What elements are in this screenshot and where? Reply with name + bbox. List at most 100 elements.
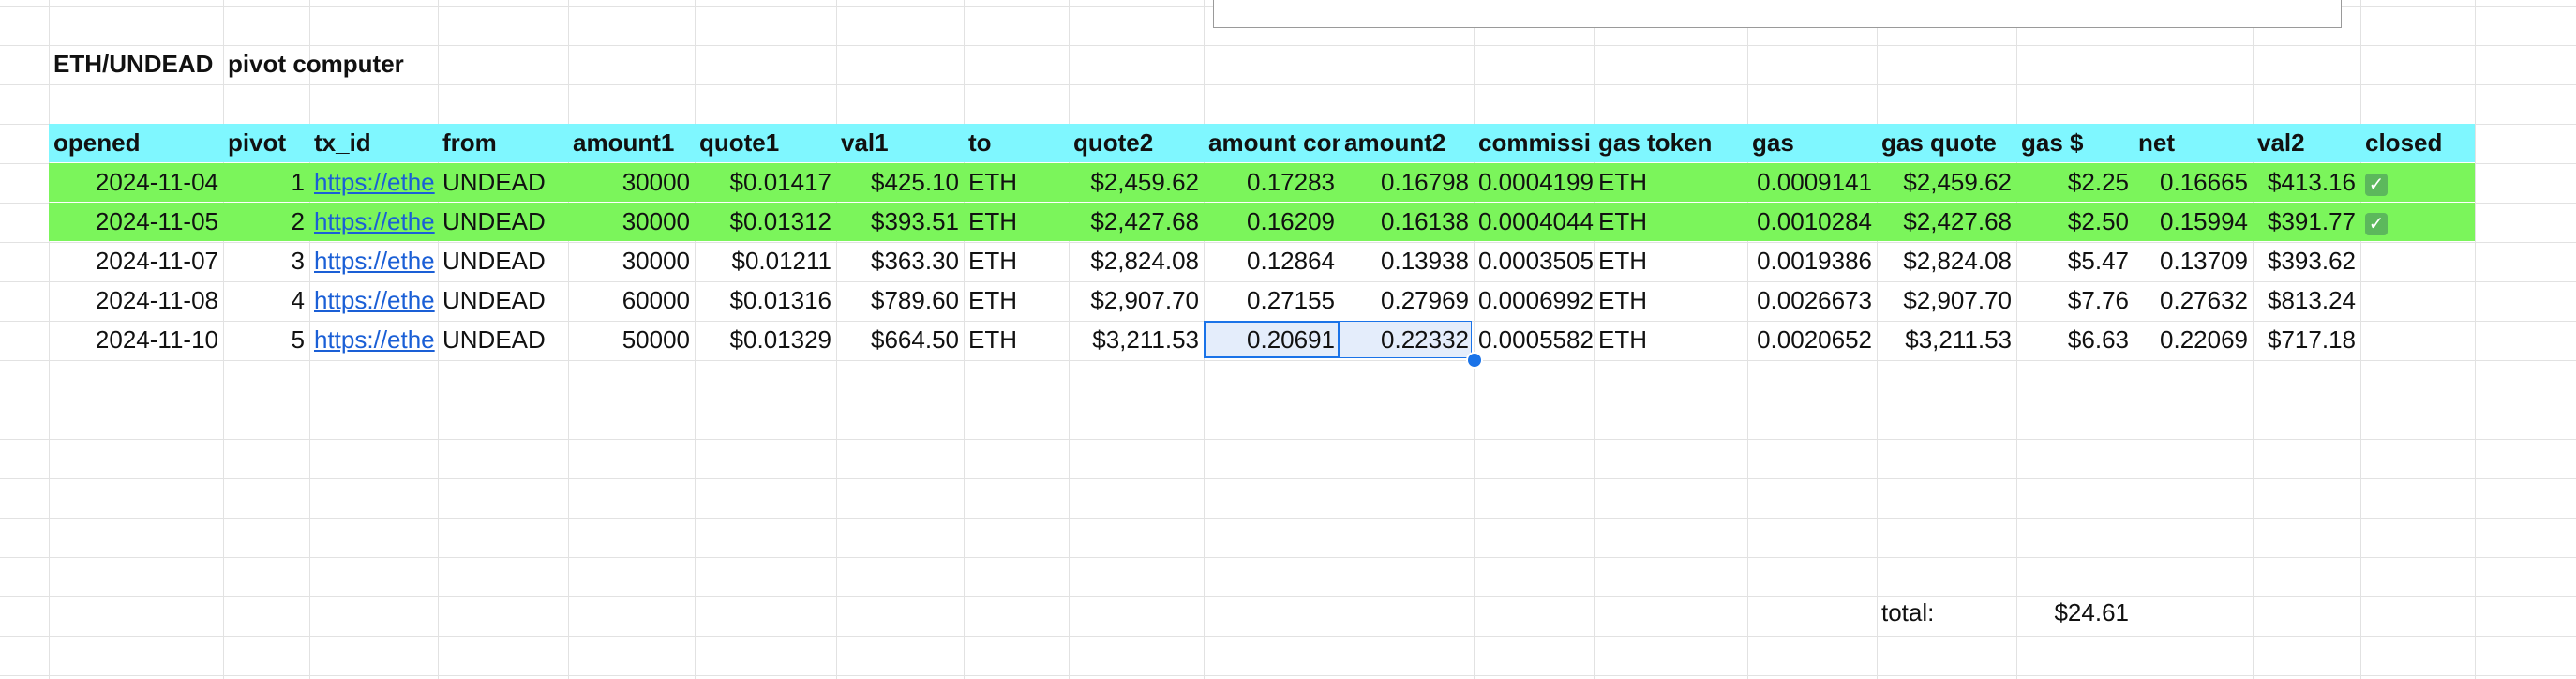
cell-val2[interactable]: $391.77	[2268, 207, 2356, 235]
total-value[interactable]: $24.61	[2054, 598, 2129, 626]
cell-to[interactable]: ETH	[968, 247, 1017, 275]
cell-amount1[interactable]: 60000	[622, 286, 690, 314]
cell-gas-quote[interactable]: $2,824.08	[1903, 247, 2012, 275]
cell-gas-usd[interactable]: $2.50	[2067, 207, 2129, 235]
cell-val2[interactable]: $813.24	[2268, 286, 2356, 314]
cell-from[interactable]: UNDEAD	[442, 286, 546, 314]
header-pivot[interactable]: pivot	[228, 128, 287, 157]
header-amount2[interactable]: amount2	[1344, 128, 1446, 157]
header-gas-usd[interactable]: gas $	[2021, 128, 2084, 157]
cell-commission[interactable]: 0.0006992	[1478, 286, 1594, 314]
header-gas-token[interactable]: gas token	[1598, 128, 1713, 157]
cell-val1[interactable]: $664.50	[871, 325, 959, 354]
cell-gas-quote[interactable]: $3,211.53	[1905, 325, 2012, 354]
cell-amount2[interactable]: 0.13938	[1381, 247, 1469, 275]
cell-commission[interactable]: 0.0005582	[1478, 325, 1594, 354]
header-quote2[interactable]: quote2	[1073, 128, 1154, 157]
cell-gas-token[interactable]: ETH	[1598, 286, 1647, 314]
cell-opened[interactable]: 2024-11-05	[95, 207, 218, 235]
cell-net[interactable]: 0.13709	[2160, 247, 2248, 275]
header-from[interactable]: from	[442, 128, 497, 157]
cell-quote2[interactable]: $2,824.08	[1090, 247, 1199, 275]
cell-val2[interactable]: $413.16	[2268, 168, 2356, 196]
cell-gas-quote[interactable]: $2,907.70	[1903, 286, 2012, 314]
cell-gas[interactable]: 0.0026673	[1757, 286, 1872, 314]
cell-gas-token[interactable]: ETH	[1598, 168, 1647, 196]
header-val2[interactable]: val2	[2257, 128, 2305, 157]
cell-gas-usd[interactable]: $5.47	[2067, 247, 2129, 275]
cell-amount2[interactable]: 0.22332	[1381, 325, 1469, 354]
cell-tx-id[interactable]: https://ethe	[314, 286, 435, 314]
cell-tx-id[interactable]: https://ethe	[314, 207, 435, 235]
cell-quote1[interactable]: $0.01312	[729, 207, 831, 235]
cell-gas-token[interactable]: ETH	[1598, 247, 1647, 275]
cell-net[interactable]: 0.22069	[2160, 325, 2248, 354]
cell-val2[interactable]: $393.62	[2268, 247, 2356, 275]
cell-quote2[interactable]: $3,211.53	[1092, 325, 1199, 354]
header-val1[interactable]: val1	[841, 128, 889, 157]
sheet-title-pair[interactable]: ETH/UNDEAD	[53, 50, 214, 78]
cell-from[interactable]: UNDEAD	[442, 325, 546, 354]
header-amount1[interactable]: amount1	[573, 128, 675, 157]
sheet-title-name[interactable]: pivot computer	[228, 50, 404, 78]
cell-amount1[interactable]: 30000	[622, 168, 690, 196]
cell-net[interactable]: 0.15994	[2160, 207, 2248, 235]
cell-quote2[interactable]: $2,427.68	[1090, 207, 1199, 235]
cell-to[interactable]: ETH	[968, 207, 1017, 235]
fill-handle[interactable]	[1466, 352, 1483, 369]
header-net[interactable]: net	[2138, 128, 2175, 157]
cell-gas-quote[interactable]: $2,427.68	[1903, 207, 2012, 235]
cell-amount-con[interactable]: 0.16209	[1247, 207, 1335, 235]
cell-commission[interactable]: 0.0003505	[1478, 247, 1594, 275]
cell-val1[interactable]: $363.30	[871, 247, 959, 275]
cell-tx-id[interactable]: https://ethe	[314, 325, 435, 354]
cell-gas-token[interactable]: ETH	[1598, 325, 1647, 354]
cell-amount1[interactable]: 50000	[622, 325, 690, 354]
cell-amount2[interactable]: 0.27969	[1381, 286, 1469, 314]
cell-gas-quote[interactable]: $2,459.62	[1903, 168, 2012, 196]
cell-opened[interactable]: 2024-11-08	[95, 286, 218, 314]
cell-from[interactable]: UNDEAD	[442, 247, 546, 275]
cell-amount2[interactable]: 0.16798	[1381, 168, 1469, 196]
header-commission[interactable]: commissi	[1478, 128, 1591, 157]
cell-quote1[interactable]: $0.01329	[729, 325, 831, 354]
cell-amount-con[interactable]: 0.27155	[1247, 286, 1335, 314]
cell-tx-id[interactable]: https://ethe	[314, 168, 435, 196]
cell-tx-id[interactable]: https://ethe	[314, 247, 435, 275]
header-gas[interactable]: gas	[1752, 128, 1794, 157]
header-to[interactable]: to	[968, 128, 992, 157]
cell-net[interactable]: 0.16665	[2160, 168, 2248, 196]
cell-to[interactable]: ETH	[968, 286, 1017, 314]
cell-pivot[interactable]: 2	[291, 207, 305, 235]
cell-amount-con[interactable]: 0.20691	[1247, 325, 1335, 354]
cell-quote1[interactable]: $0.01316	[729, 286, 831, 314]
cell-commission[interactable]: 0.0004199	[1478, 168, 1594, 196]
cell-gas[interactable]: 0.0010284	[1757, 207, 1872, 235]
cell-val1[interactable]: $393.51	[871, 207, 959, 235]
cell-from[interactable]: UNDEAD	[442, 207, 546, 235]
cell-pivot[interactable]: 4	[291, 286, 305, 314]
cell-net[interactable]: 0.27632	[2160, 286, 2248, 314]
cell-pivot[interactable]: 1	[291, 168, 305, 196]
cell-val1[interactable]: $425.10	[871, 168, 959, 196]
cell-val2[interactable]: $717.18	[2268, 325, 2356, 354]
cell-commission[interactable]: 0.0004044	[1478, 207, 1594, 235]
header-gas-quote[interactable]: gas quote	[1881, 128, 1997, 157]
cell-amount-con[interactable]: 0.12864	[1247, 247, 1335, 275]
cell-pivot[interactable]: 3	[291, 247, 305, 275]
cell-to[interactable]: ETH	[968, 325, 1017, 354]
cell-from[interactable]: UNDEAD	[442, 168, 546, 196]
header-quote1[interactable]: quote1	[699, 128, 780, 157]
cell-opened[interactable]: 2024-11-04	[95, 168, 218, 196]
cell-gas-usd[interactable]: $7.76	[2067, 286, 2129, 314]
cell-val1[interactable]: $789.60	[871, 286, 959, 314]
cell-amount1[interactable]: 30000	[622, 247, 690, 275]
checkbox-checked-icon[interactable]: ✓	[2365, 174, 2388, 196]
cell-quote1[interactable]: $0.01211	[731, 247, 831, 275]
header-opened[interactable]: opened	[53, 128, 141, 157]
cell-gas[interactable]: 0.0019386	[1757, 247, 1872, 275]
cell-gas-token[interactable]: ETH	[1598, 207, 1647, 235]
cell-quote2[interactable]: $2,907.70	[1090, 286, 1199, 314]
checkbox-checked-icon[interactable]: ✓	[2365, 213, 2388, 235]
